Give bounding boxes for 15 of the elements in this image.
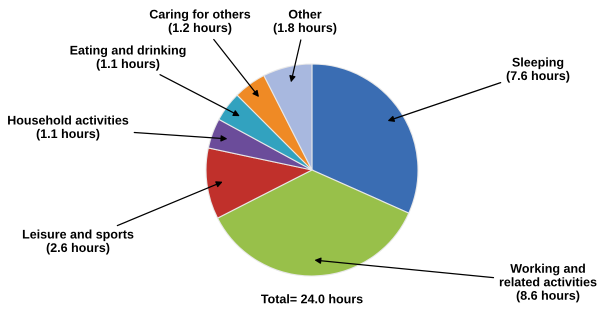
slice-label: Household activities	[8, 115, 128, 125]
slice-label: Sleeping	[512, 57, 564, 70]
data-label: (1.1 hours)	[96, 58, 160, 71]
slice-label: Caring for others	[150, 9, 250, 22]
data-label: (1.1 hours)	[36, 128, 100, 141]
slice-label: Other	[288, 9, 322, 19]
slice-label: Working and related activities	[500, 264, 596, 286]
slice-label: Eating and drinking	[70, 45, 186, 58]
data-label: (8.6 hours)	[516, 290, 580, 302]
data-label: (2.6 hours)	[46, 242, 110, 255]
data-label: (1.8 hours)	[274, 22, 336, 35]
slice-label: Leisure and sports	[22, 229, 134, 242]
data-label: (1.2 hours)	[168, 22, 232, 35]
data-label: (7.6 hours)	[506, 70, 570, 83]
text: Total= 24.0 hours	[261, 294, 363, 304]
